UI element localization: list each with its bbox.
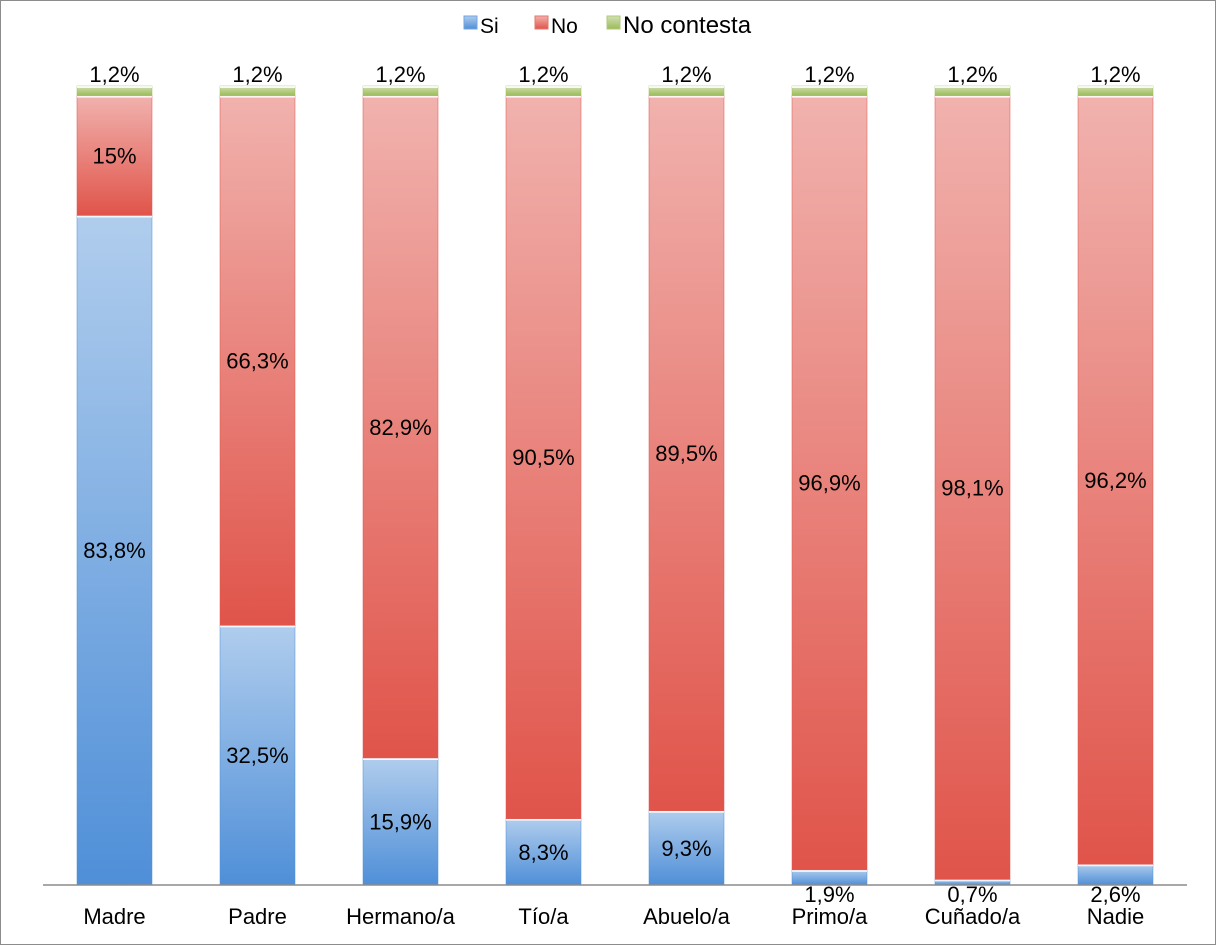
legend-label-no: No [551, 15, 578, 38]
data-label-no-madre: 15% [92, 144, 136, 169]
data-labels: 83,8% 15% 1,2% 32,5% 66,3% 1,2% 15,9% 82,9% 1,2%… [83, 62, 1146, 907]
data-label-si-padre: 32,5% [226, 743, 288, 768]
data-label-no-hermano-a: 82,9% [369, 415, 431, 440]
data-label-no-primo-a: 96,9% [798, 471, 860, 496]
category-label-padre: Padre [228, 904, 287, 929]
data-label-no-tio-a: 90,5% [512, 445, 574, 470]
data-label-no-cunado-a: 98,1% [941, 475, 1003, 500]
bar-no-tio-a [505, 95, 582, 819]
data-label-no-contesta-tio-a: 1,2% [518, 62, 568, 87]
bar-no-hermano-a [362, 95, 439, 759]
category-label-nadie: Nadie [1087, 904, 1144, 929]
data-label-si-abuelo-a: 9,3% [661, 836, 711, 861]
legend-label-si: Si [480, 15, 499, 38]
data-label-si-nadie: 2,6% [1090, 882, 1140, 907]
data-label-si-primo-a: 1,9% [804, 882, 854, 907]
category-label-abuelo-a: Abuelo/a [643, 904, 731, 929]
bar-no-cunado-a [934, 95, 1011, 880]
data-label-si-madre: 83,8% [83, 538, 145, 563]
legend-label-no-contesta: No contesta [623, 12, 752, 39]
bar-no-madre [76, 95, 153, 216]
category-label-madre: Madre [83, 904, 145, 929]
data-label-no-contesta-cunado-a: 1,2% [947, 62, 997, 87]
data-label-no-padre: 66,3% [226, 348, 288, 373]
legend-swatch-no-contesta [606, 15, 621, 30]
data-label-si-tio-a: 8,3% [518, 840, 568, 865]
bar-no-padre [219, 95, 296, 626]
data-label-no-contesta-abuelo-a: 1,2% [661, 62, 711, 87]
bar-si-padre [219, 625, 296, 886]
bar-no-abuelo-a [648, 95, 725, 811]
data-label-si-hermano-a: 15,9% [369, 809, 431, 834]
data-label-no-contesta-madre: 1,2% [89, 62, 139, 87]
data-label-no-contesta-hermano-a: 1,2% [375, 62, 425, 87]
category-label-cunado-a: Cuñado/a [925, 904, 1021, 929]
category-labels: Madre Padre Hermano/a Tío/a Abuelo/a Primo/a C… [83, 904, 1144, 929]
bar-no-nadie [1077, 95, 1154, 865]
legend-swatch-si [463, 15, 478, 30]
data-label-no-contesta-nadie: 1,2% [1090, 62, 1140, 87]
category-label-tio-a: Tío/a [518, 904, 569, 929]
data-label-no-contesta-primo-a: 1,2% [804, 62, 854, 87]
bar-si-abuelo-a [648, 810, 725, 886]
data-label-si-cunado-a: 0,7% [947, 882, 997, 907]
data-label-no-nadie: 96,2% [1084, 468, 1146, 493]
category-label-hermano-a: Hermano/a [346, 904, 456, 929]
data-label-no-contesta-padre: 1,2% [232, 62, 282, 87]
bar-si-tio-a [505, 818, 582, 886]
legend: Si No No contesta [463, 12, 752, 39]
category-label-primo-a: Primo/a [792, 904, 869, 929]
bars [76, 85, 1154, 886]
bar-si-madre [76, 215, 153, 886]
data-label-no-abuelo-a: 89,5% [655, 441, 717, 466]
legend-swatch-no [534, 15, 549, 30]
